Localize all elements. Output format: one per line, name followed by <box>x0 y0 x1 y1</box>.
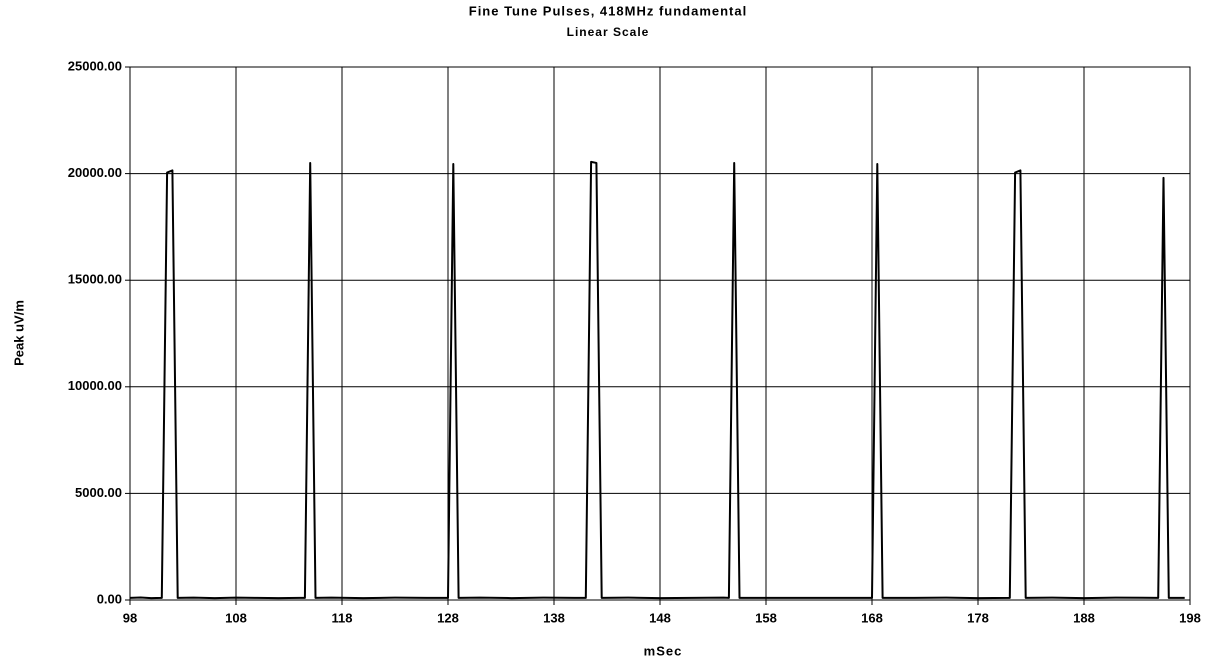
y-tick-label: 15000.00 <box>68 272 122 287</box>
y-tick-label: 25000.00 <box>68 58 122 73</box>
x-tick-label: 128 <box>437 610 459 625</box>
x-tick-label: 138 <box>543 610 565 625</box>
x-tick-label: 198 <box>1179 610 1201 625</box>
y-tick-label: 20000.00 <box>68 165 122 180</box>
x-tick-label: 188 <box>1073 610 1095 625</box>
x-tick-label: 158 <box>755 610 777 625</box>
y-axis-label: Peak uV/m <box>11 300 26 366</box>
x-tick-label: 98 <box>123 610 137 625</box>
chart-title: Fine Tune Pulses, 418MHz fundamental <box>469 3 747 18</box>
x-tick-label: 148 <box>649 610 671 625</box>
chart-subtitle: Linear Scale <box>567 25 650 39</box>
x-tick-label: 178 <box>967 610 989 625</box>
x-axis-label: mSec <box>644 643 683 658</box>
x-tick-label: 168 <box>861 610 883 625</box>
x-tick-label: 118 <box>332 610 353 625</box>
y-tick-label: 10000.00 <box>68 378 122 393</box>
x-tick-label: 108 <box>225 610 247 625</box>
data-line <box>129 160 1185 600</box>
y-tick-label: 0.00 <box>97 591 122 606</box>
y-tick-label: 5000.00 <box>75 485 122 500</box>
